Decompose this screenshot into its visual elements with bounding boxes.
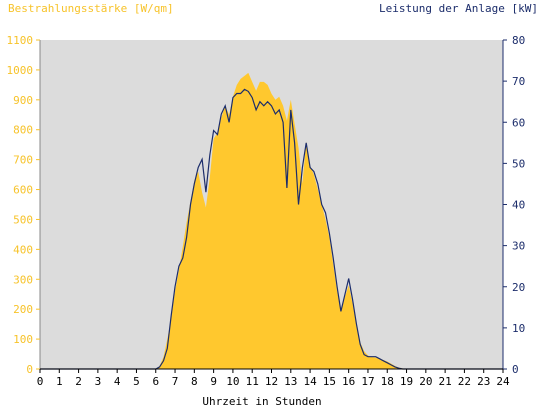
x-tick-label: 14 <box>303 375 317 388</box>
left-tick-label: 1100 <box>7 34 34 47</box>
left-tick-label: 300 <box>13 273 33 286</box>
left-axis-title: Bestrahlungsstärke [W/qm] <box>8 2 174 15</box>
left-tick-label: 900 <box>13 94 33 107</box>
left-tick-label: 1000 <box>7 64 34 77</box>
x-tick-label: 1 <box>56 375 63 388</box>
x-tick-label: 9 <box>210 375 217 388</box>
data-layer <box>40 72 503 370</box>
left-axis-ticks: 0 100 200 300 400 500 600 700 800 900 1000 1100 <box>7 34 40 376</box>
x-tick-label: 17 <box>361 375 374 388</box>
right-tick-label: 10 <box>512 322 525 335</box>
x-tick-label: 5 <box>133 375 140 388</box>
right-axis-ticks: 0 10 20 30 40 50 60 70 80 <box>503 34 525 376</box>
right-tick-label: 20 <box>512 281 525 294</box>
left-tick-label: 700 <box>13 154 33 167</box>
x-tick-label: 11 <box>246 375 259 388</box>
x-tick-label: 8 <box>191 375 198 388</box>
x-tick-label: 0 <box>37 375 44 388</box>
right-tick-label: 30 <box>512 240 525 253</box>
x-tick-label: 21 <box>439 375 452 388</box>
x-tick-label: 15 <box>323 375 336 388</box>
right-tick-label: 60 <box>512 116 525 129</box>
right-tick-label: 0 <box>512 363 519 376</box>
right-tick-label: 70 <box>512 75 525 88</box>
left-tick-label: 800 <box>13 124 33 137</box>
x-tick-label: 24 <box>496 375 510 388</box>
x-tick-label: 19 <box>400 375 413 388</box>
right-tick-label: 80 <box>512 34 525 47</box>
x-tick-label: 18 <box>381 375 394 388</box>
left-tick-label: 400 <box>13 243 33 256</box>
left-tick-label: 500 <box>13 213 33 226</box>
right-tick-label: 50 <box>512 157 525 170</box>
x-tick-label: 3 <box>95 375 102 388</box>
x-tick-label: 13 <box>284 375 297 388</box>
power-line <box>40 88 503 370</box>
right-axis-title: Leistung der Anlage [kW] <box>379 2 538 15</box>
x-tick-label: 2 <box>75 375 82 388</box>
x-tick-label: 12 <box>265 375 278 388</box>
x-tick-label: 22 <box>458 375 471 388</box>
x-tick-label: 20 <box>419 375 432 388</box>
x-axis-label: Uhrzeit in Stunden <box>202 395 321 408</box>
x-tick-label: 16 <box>342 375 355 388</box>
left-tick-label: 0 <box>26 363 33 376</box>
irradiance-area <box>40 72 503 370</box>
x-tick-label: 4 <box>114 375 121 388</box>
left-tick-label: 200 <box>13 303 33 316</box>
left-tick-label: 100 <box>13 333 33 346</box>
x-tick-label: 23 <box>477 375 490 388</box>
right-tick-label: 40 <box>512 199 525 212</box>
x-tick-label: 7 <box>172 375 179 388</box>
x-axis-ticks: 0 1 2 3 4 5 6 7 8 9 10 11 12 13 14 15 16 17 18 19 20 21 22 23 24 <box>37 369 510 388</box>
left-tick-label: 600 <box>13 184 33 197</box>
x-tick-label: 10 <box>226 375 239 388</box>
x-tick-label: 6 <box>152 375 159 388</box>
